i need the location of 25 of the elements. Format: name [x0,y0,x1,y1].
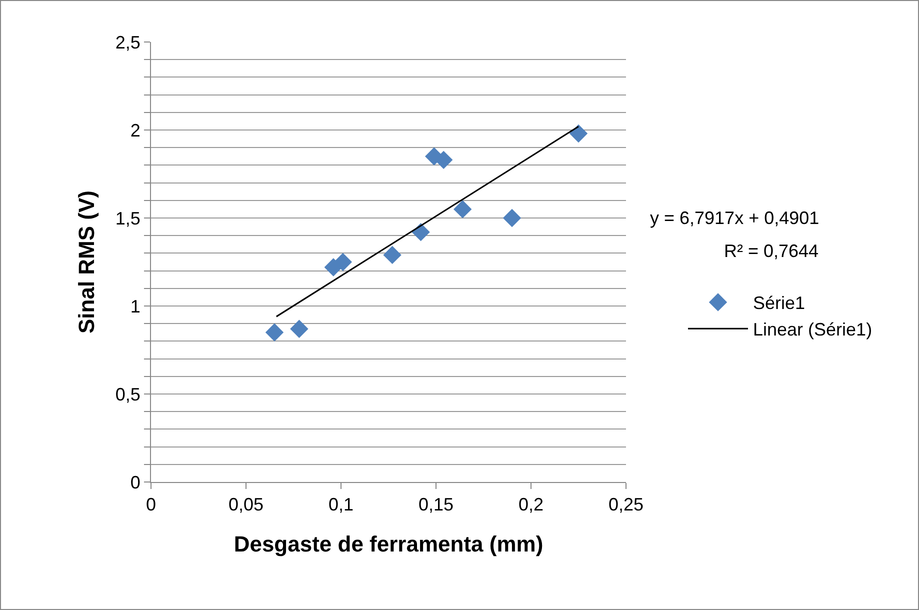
y-tick-label: 2,5 [115,32,140,52]
point [383,246,402,264]
point [454,200,472,218]
text: R² = 0,7644 [724,241,819,261]
x-tick-label: 0 [146,494,156,515]
x-axis-title: Desgaste de ferramenta (mm) [234,532,544,556]
x-tick-label: 0,05 [228,494,264,515]
x-tick-label: 0,1 [328,494,354,515]
point [290,320,308,338]
legend-label: Linear (Série1) [753,320,872,340]
x-tick-label: 0,2 [518,494,544,515]
y-tick-label: 2 [130,120,140,140]
legend-label: Série1 [753,293,806,314]
y-tick-label: 0,5 [115,384,140,404]
point [569,124,588,143]
y-tick-label: 0 [130,472,140,492]
point [334,252,352,272]
x-tick-label: 0,15 [418,494,454,515]
y-axis-title: Sinal RMS (V) [74,190,100,334]
y-tick-label: 1 [130,296,140,316]
point [265,323,284,342]
point [502,208,522,228]
text: y = 6,7917x + 0,4901 [650,208,820,228]
x-tick-label: 0,25 [608,494,644,515]
y-tick-label: 1,5 [115,208,140,228]
